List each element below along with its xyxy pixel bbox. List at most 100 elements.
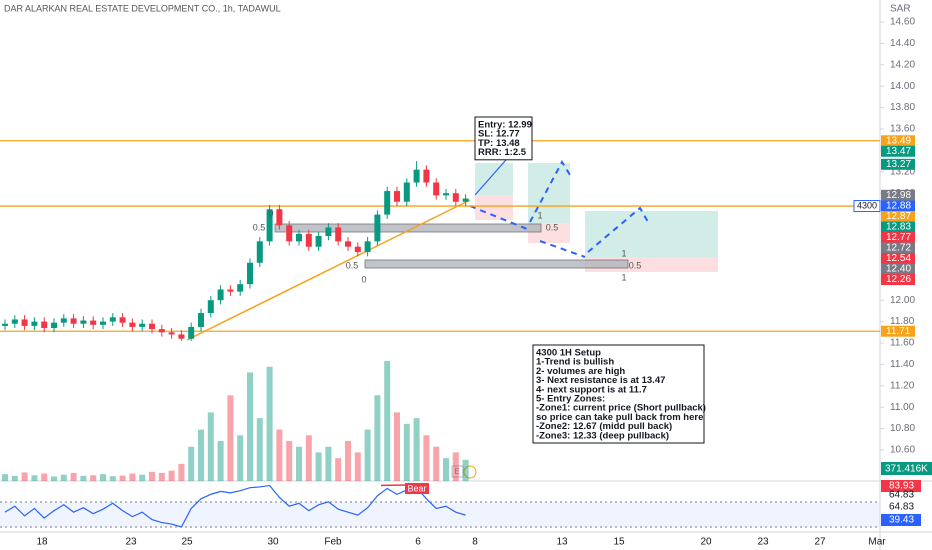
symbol-tag: 4300	[857, 200, 877, 210]
y-tick-label: 14.40	[890, 38, 915, 49]
candle-body	[188, 326, 195, 339]
fib-label: 0	[268, 208, 273, 218]
note-line: 5- Entry Zones:	[536, 394, 605, 405]
candle-body	[31, 321, 38, 326]
price-label: 12.83	[886, 222, 911, 233]
volume-bar	[335, 458, 342, 481]
price-label-bg	[881, 232, 915, 244]
candle-body	[237, 284, 244, 292]
fib-zone	[274, 223, 542, 233]
fib-label: 1	[537, 210, 542, 220]
note-line: 3- Next resistance is at 13.47	[536, 375, 665, 386]
chart-title: DAR ALARKAN REAL ESTATE DEVELOPMENT CO.,…	[4, 3, 281, 13]
x-tick-label: 27	[814, 537, 826, 548]
volume-bar	[374, 395, 381, 481]
price-label: 12.40	[886, 264, 911, 275]
volume-bar	[384, 361, 391, 481]
volume-bar	[423, 435, 430, 481]
fib-label: 0.5	[253, 222, 266, 232]
volume-bar	[11, 475, 18, 481]
volume-bar	[178, 463, 185, 481]
rsi-band	[0, 502, 880, 527]
candle-body	[217, 289, 224, 301]
note-line: 4- next support is at 11.7	[536, 384, 647, 395]
x-tick-label: Feb	[324, 537, 342, 548]
candle-body	[178, 334, 185, 339]
volume-bar	[315, 452, 322, 481]
price-label-bg	[881, 242, 915, 254]
y-tick-label: 11.40	[890, 359, 915, 370]
candle-body	[109, 317, 116, 322]
y-tick-label: 11.20	[890, 380, 915, 391]
volume-bar	[119, 475, 126, 481]
volume-label-bg	[881, 462, 932, 475]
candle-body	[256, 241, 263, 263]
bear-bg	[405, 483, 429, 494]
volume-bar	[51, 476, 57, 481]
candle-body	[21, 319, 28, 326]
profit-zone	[585, 211, 718, 257]
y-tick-label: 14.20	[890, 59, 915, 70]
rsi-label-bg	[881, 514, 921, 526]
price-label-bg	[881, 274, 915, 286]
icon[interactable]	[463, 465, 477, 479]
candle-body	[354, 246, 361, 253]
candle-body	[247, 262, 253, 285]
candle-body	[452, 193, 459, 202]
profit-zone	[528, 163, 570, 223]
volume-bar	[403, 423, 410, 481]
candle-body	[423, 169, 430, 183]
volume-label: 371.416K	[885, 464, 928, 475]
volume-bar	[247, 372, 253, 481]
volume-bar	[207, 412, 214, 481]
volume-bar	[149, 471, 155, 481]
price-label-bg	[881, 158, 915, 170]
x-tick-label: 8	[472, 537, 478, 548]
candle-body	[276, 209, 283, 226]
price-label: 11.71	[886, 326, 911, 337]
candle-body	[129, 322, 136, 327]
volume-bar	[90, 475, 97, 481]
volume-bar	[276, 429, 283, 481]
candle-body	[149, 323, 155, 330]
candle-body	[443, 193, 449, 196]
fib-zone	[364, 259, 629, 269]
price-label-bg	[881, 145, 915, 157]
volume-bar	[188, 446, 195, 481]
price-label-bg	[881, 189, 915, 201]
x-tick-label: 15	[613, 537, 625, 548]
volume-bar	[109, 476, 116, 481]
candle-body	[198, 313, 204, 327]
price-label: 12.26	[886, 274, 911, 285]
candle-body	[374, 214, 381, 242]
candle-body	[403, 182, 410, 202]
candle-body	[364, 241, 371, 253]
x-tick-label: 13	[556, 537, 568, 548]
projection	[529, 159, 571, 223]
price-label-bg	[881, 200, 915, 212]
price-label: 12.72	[886, 243, 911, 254]
candle-body	[345, 241, 351, 247]
rsi-label-bg	[881, 480, 921, 492]
volume-bar	[354, 452, 361, 481]
candle-body	[394, 191, 400, 202]
candle-body	[80, 320, 87, 324]
price-label: 12.87	[886, 211, 911, 222]
volume-bar	[227, 395, 234, 481]
volume-bar	[296, 446, 302, 481]
price-label-bg	[881, 325, 915, 337]
candle-body	[207, 300, 214, 314]
volume-bar	[345, 441, 351, 481]
price-label: 13.49	[886, 135, 911, 146]
candle-body	[11, 319, 18, 324]
icon[interactable]	[451, 465, 464, 478]
volume-bar	[413, 418, 420, 481]
volume-bar	[452, 452, 459, 481]
fib-label: 0.5	[346, 260, 359, 270]
y-tick-label: 13.80	[890, 102, 915, 113]
price-label-bg	[881, 263, 915, 275]
price-label: 12.88	[886, 201, 911, 212]
note-line: -Zone1: current price (Short pullback)	[536, 403, 706, 414]
y-tick-label: 11.80	[890, 316, 915, 327]
